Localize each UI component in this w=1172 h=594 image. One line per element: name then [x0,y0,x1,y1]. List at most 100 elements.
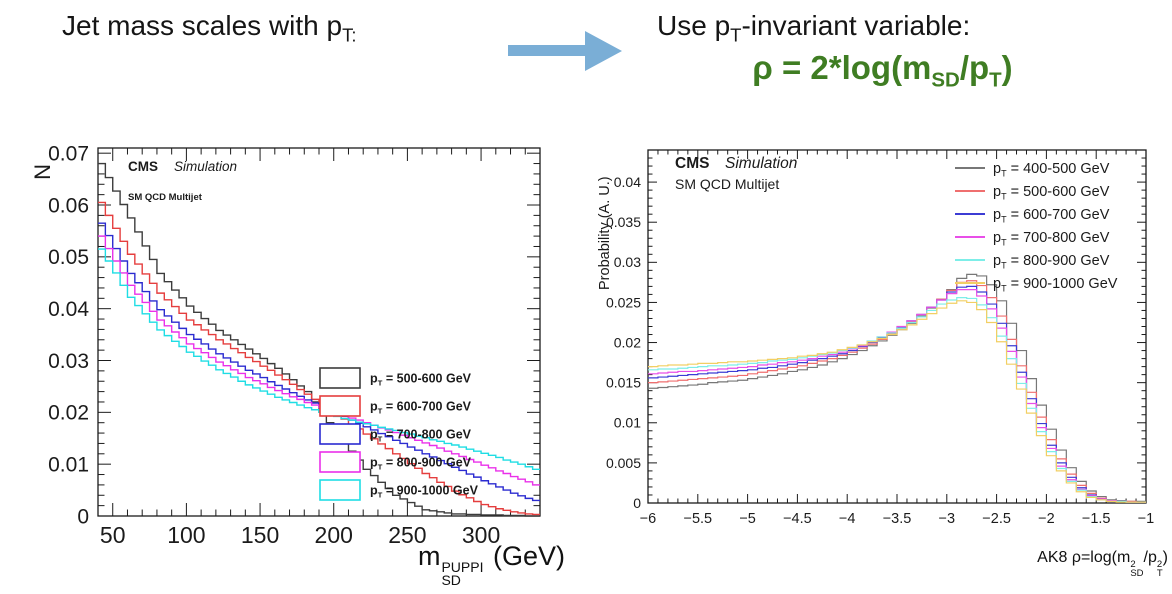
y-tick-label: 0.04 [48,298,89,321]
series-1 [98,201,540,516]
y-tick-label: 0.025 [606,294,641,310]
legend-label: pT = 400-500 GeV [993,161,1110,178]
right-x-title-mid: /p [1143,549,1157,566]
legend-label: pT = 700-800 GeV [370,427,472,443]
formula-sub-t: T [989,68,1002,92]
legend-box-marker [319,395,361,417]
rho-formula: ρ = 2*log(mSD/pT) [660,49,1105,93]
y-tick-label: 0.005 [606,455,641,471]
legend-label: pT = 700-800 GeV [993,230,1110,247]
left-x-axis-title: m PUPPI SD (GeV) [330,541,565,587]
left-x-title-sub: SD [441,572,461,588]
left-x-title-sup: PUPPI [441,559,484,575]
right-title-text-post: -invariant variable: [741,10,971,41]
y-axis-title: N [30,164,55,180]
legend-label: pT = 900-1000 GeV [370,483,479,499]
x-tick-label: 100 [167,522,205,548]
legend-label: pT = 800-900 GeV [370,455,472,471]
series-4 [648,297,1146,503]
formula-mid: /p [959,49,990,86]
legend-box-marker [319,367,361,389]
legend-label: pT = 600-700 GeV [370,399,472,415]
y-tick-label: 0 [633,495,641,511]
legend-box-marker [319,479,361,501]
x-tick-label: −2 [1038,511,1055,527]
x-tick-label: 200 [315,522,353,548]
right-histogram-panel: −6 −5.5 −5 −4.5 −4 −3.5 −3 −2.5 −2 −1.5 −1 0 0.005 0.… [585,138,1172,594]
x-tick-label: −1.5 [1082,511,1111,527]
right-x-title-pre: AK8 ρ=log(m [1037,549,1131,566]
y-tick-label: 0.03 [48,350,89,373]
left-histogram-panel: 50 100 150 200 250 300 0 0.01 0.02 0.03 0.04 0.05 0.… [30,138,575,594]
legend-box-marker [319,423,361,445]
x-tick-label: −6 [640,511,657,527]
legend-label: pT = 600-700 GeV [993,207,1110,224]
right-x-title-scripts-1: 2 SD [1130,559,1144,579]
x-tick-label: 150 [241,522,279,548]
y-tick-label: 0.02 [614,334,641,350]
series-4 [98,248,540,471]
legend-label: pT = 500-600 GeV [993,184,1110,201]
series-5 [648,300,1146,503]
left-title-text: Jet mass scales with p [62,10,343,41]
series-0 [648,273,1146,502]
experiment-label: CMS [675,155,709,172]
formula-pre: ρ = 2*log(m [752,49,932,86]
right-arrow-icon [508,31,622,71]
right-title-subscript: T [730,24,742,46]
y-axis-title: Probability (A. U.) [597,176,613,290]
plot-frame [647,149,1147,504]
x-tick-label: 50 [100,522,126,548]
plot-frame [97,147,541,517]
right-title-text: Use p [657,10,731,41]
legend-label: pT = 900-1000 GeV [993,276,1118,293]
sample-label: SM QCD Multijet [675,176,779,192]
x-tick-label: 300 [462,522,500,548]
y-tick-label: 0.01 [48,454,89,477]
left-title-subscript: T: [342,24,357,46]
x-tick-label: −5.5 [683,511,712,527]
formula-post: ) [1001,49,1013,86]
y-tick-label: 0.015 [606,375,641,391]
left-title: Jet mass scales with pT: [62,10,356,47]
y-tick-label: 0.04 [614,174,641,190]
formula-sub-sd: SD [931,68,960,92]
series-2 [648,285,1146,503]
simulation-label: Simulation [174,159,237,174]
left-x-title-base: m [417,541,441,571]
legend-box-marker [319,451,361,473]
x-tick-label: −2.5 [982,511,1011,527]
y-tick-label: 0.02 [48,402,89,425]
simulation-label: Simulation [725,155,797,172]
legend-label: pT = 800-900 GeV [993,253,1110,270]
x-tick-label: 250 [388,522,426,548]
y-tick-label: 0.07 [48,143,89,166]
left-histogram-svg: 50 100 150 200 250 300 0 0.01 0.02 0.03 0.04 0.05 0.… [30,143,541,548]
x-tick-label: −1 [1138,511,1155,527]
y-tick-label: 0.01 [614,415,641,431]
left-x-title-scripts: PUPPI SD [441,559,484,588]
y-tick-label: 0.06 [48,194,89,217]
arrow-wrap [500,28,630,83]
sample-label: SM QCD Multijet [128,192,203,203]
right-title: Use pT-invariant variable: [657,10,970,47]
series-3 [648,289,1146,503]
right-x-axis-title: AK8 ρ=log(m 2 SD/p 2 T) [1000,549,1168,578]
y-tick-label: 0.05 [48,246,89,269]
x-tick-label: −5 [739,511,756,527]
right-x-title-post: ) [1162,549,1168,566]
x-tick-label: −3 [939,511,956,527]
y-tick-label: 0.03 [614,254,641,270]
series-1 [648,280,1146,503]
y-tick-label: 0.035 [606,214,641,230]
right-histogram-svg: −6 −5.5 −5 −4.5 −4 −3.5 −3 −2.5 −2 −1.5 −1 0 0.005 0.… [597,149,1155,527]
legend-label: pT = 500-600 GeV [370,371,472,387]
x-tick-label: −3.5 [883,511,912,527]
y-tick-label: 0 [77,505,89,528]
left-x-title-unit: (GeV) [485,541,565,571]
x-tick-label: −4.5 [783,511,812,527]
series-3 [98,235,540,486]
experiment-label: CMS [128,159,158,174]
